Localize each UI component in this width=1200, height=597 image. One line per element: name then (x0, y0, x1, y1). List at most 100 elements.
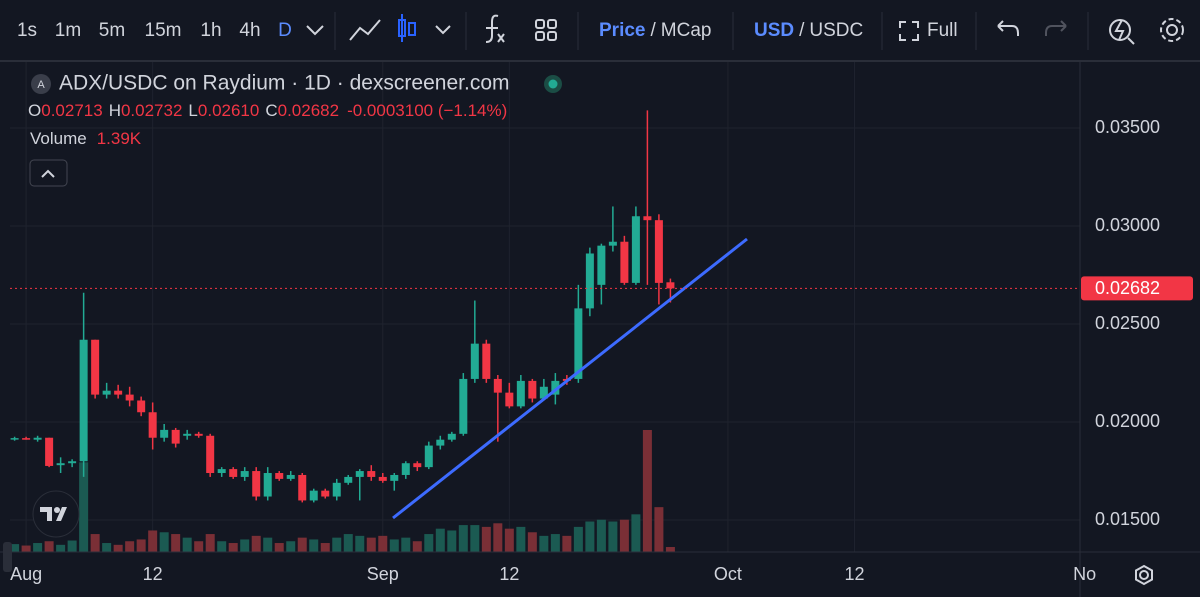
mcap-option[interactable]: MCap (661, 20, 712, 41)
high-value: 0.02732 (121, 101, 182, 120)
settings-icon[interactable] (1160, 18, 1184, 42)
candle-body (298, 474, 307, 501)
usdc-option[interactable]: USDC (809, 20, 863, 41)
volume-bar (44, 541, 54, 552)
candle-body (355, 471, 364, 477)
price-option[interactable]: Price (599, 20, 645, 41)
fullscreen-icon[interactable] (899, 21, 919, 41)
candle-body (528, 380, 537, 399)
volume-bar (573, 526, 583, 552)
volume-bar (102, 543, 112, 552)
interval-button[interactable]: 15m (145, 20, 182, 41)
volume-bar (67, 540, 77, 552)
volume-bar (378, 535, 388, 552)
close-value: 0.02682 (278, 101, 339, 120)
interval-button[interactable]: D (278, 20, 292, 41)
volume-bar (10, 544, 20, 552)
candle-icon[interactable] (398, 14, 416, 42)
candle-body (654, 220, 663, 283)
candle-body (367, 471, 376, 477)
undo-icon[interactable] (997, 20, 1019, 36)
line-chart-icon[interactable] (349, 19, 381, 41)
volume-bar (470, 525, 480, 552)
collapse-button[interactable] (29, 159, 68, 187)
volume-bar (493, 523, 503, 552)
volume-value: 1.39K (97, 129, 142, 148)
candle-body (252, 471, 261, 497)
chart-title: ADX/USDC on Raydium · 1D · dexscreener.c… (59, 72, 510, 95)
usd-option[interactable]: USD (754, 20, 794, 41)
candle-body (183, 433, 192, 436)
candle-body (631, 216, 640, 283)
candle-body (45, 437, 54, 466)
candle-body (33, 437, 42, 440)
volume-bar (608, 521, 618, 552)
volume-bar (125, 541, 135, 552)
candle-body (539, 386, 548, 399)
volume-bar (148, 530, 158, 552)
interval-button[interactable]: 4h (239, 20, 260, 41)
candle-body (516, 380, 525, 407)
volume-bar (435, 528, 445, 552)
candle-body (206, 435, 215, 474)
volume-bar (389, 539, 399, 552)
candle-body (470, 343, 479, 379)
alert-icon[interactable] (1109, 19, 1135, 45)
open-value: 0.02713 (41, 101, 102, 120)
interval-button[interactable]: 5m (99, 20, 125, 41)
interval-button[interactable]: 1s (17, 20, 37, 41)
candle-body (459, 378, 468, 434)
interval-menu-icon[interactable] (306, 25, 324, 36)
price-mode-toggle[interactable]: Price / MCap (599, 20, 711, 41)
interval-button[interactable]: 1m (55, 20, 81, 41)
candle-body (608, 241, 617, 246)
volume-bar (159, 532, 169, 552)
x-tick-label: 12 (143, 564, 163, 584)
volume-bar (136, 539, 146, 552)
x-tick-label: 12 (499, 564, 519, 584)
candle-body (378, 476, 387, 481)
change-value: -0.0003100 (−1.14%) (347, 101, 507, 120)
layout-icon[interactable] (535, 19, 557, 41)
full-button[interactable]: Full (927, 20, 958, 41)
open-key: O (28, 101, 41, 120)
scroll-handle[interactable] (3, 542, 12, 572)
interval-button[interactable]: 1h (200, 20, 221, 41)
volume-bar (355, 535, 365, 552)
volume-bar (539, 535, 549, 552)
tv-logo (32, 490, 80, 538)
volume-bar (619, 519, 629, 552)
candle-body (574, 308, 583, 379)
candle-body (505, 392, 514, 407)
candle-body (493, 378, 502, 393)
candle-body (22, 438, 31, 440)
y-tick-label: 0.02000 (1095, 411, 1160, 431)
volume-bar (205, 534, 215, 552)
currency-toggle[interactable]: USD / USDC (754, 20, 863, 41)
candle-body (160, 429, 169, 438)
candle-body (286, 474, 295, 479)
candle-body (79, 339, 88, 462)
axis-settings-icon[interactable] (1135, 564, 1153, 586)
candle-body (240, 471, 249, 477)
volume-bar (631, 514, 641, 552)
candle-body (194, 433, 203, 436)
candle-body (263, 473, 272, 497)
interval-group: 1s 1m 5m 15m 1h 4h D (17, 20, 292, 41)
candle-body (401, 463, 410, 475)
volume-bar (56, 544, 66, 552)
candle-body (620, 241, 629, 283)
candle-body (91, 339, 100, 395)
candle-body (217, 469, 226, 474)
volume-bar (343, 534, 353, 552)
candle-body (597, 245, 606, 285)
chart-type-menu-icon[interactable] (435, 25, 451, 35)
indicators-icon[interactable] (485, 14, 505, 43)
redo-icon[interactable] (1045, 20, 1067, 36)
x-tick-label: No (1073, 564, 1096, 584)
candle-body (332, 482, 341, 497)
candle-body (125, 394, 134, 401)
candle-body (666, 282, 675, 289)
volume-bar (320, 543, 330, 552)
